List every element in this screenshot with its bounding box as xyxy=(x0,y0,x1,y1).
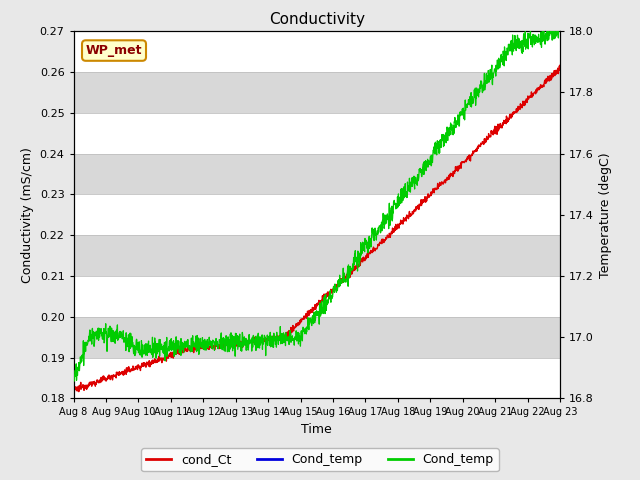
Text: WP_met: WP_met xyxy=(86,44,142,57)
Bar xyxy=(74,235,560,276)
Bar xyxy=(74,358,560,398)
Bar xyxy=(74,276,560,317)
Bar xyxy=(74,317,560,358)
Bar xyxy=(74,31,560,72)
X-axis label: Time: Time xyxy=(301,423,332,436)
Bar xyxy=(74,194,560,235)
Legend: cond_Ct, Cond_temp, Cond_temp: cond_Ct, Cond_temp, Cond_temp xyxy=(141,448,499,471)
Title: Conductivity: Conductivity xyxy=(269,12,365,27)
Y-axis label: Temperature (degC): Temperature (degC) xyxy=(600,152,612,277)
Bar xyxy=(74,72,560,113)
Y-axis label: Conductivity (mS/cm): Conductivity (mS/cm) xyxy=(21,147,34,283)
Bar xyxy=(74,154,560,194)
Bar xyxy=(74,113,560,154)
